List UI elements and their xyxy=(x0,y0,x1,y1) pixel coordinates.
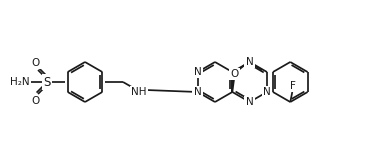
Text: O: O xyxy=(32,58,40,68)
Text: N: N xyxy=(194,67,202,77)
Text: N: N xyxy=(263,87,271,97)
Text: S: S xyxy=(43,76,51,89)
Text: N: N xyxy=(246,97,254,107)
Text: F: F xyxy=(290,81,296,91)
Text: N: N xyxy=(194,87,202,97)
Text: NH: NH xyxy=(131,87,147,97)
Text: O: O xyxy=(230,69,238,79)
Text: N: N xyxy=(246,57,254,67)
Text: O: O xyxy=(32,96,40,106)
Text: H₂N: H₂N xyxy=(10,77,30,87)
